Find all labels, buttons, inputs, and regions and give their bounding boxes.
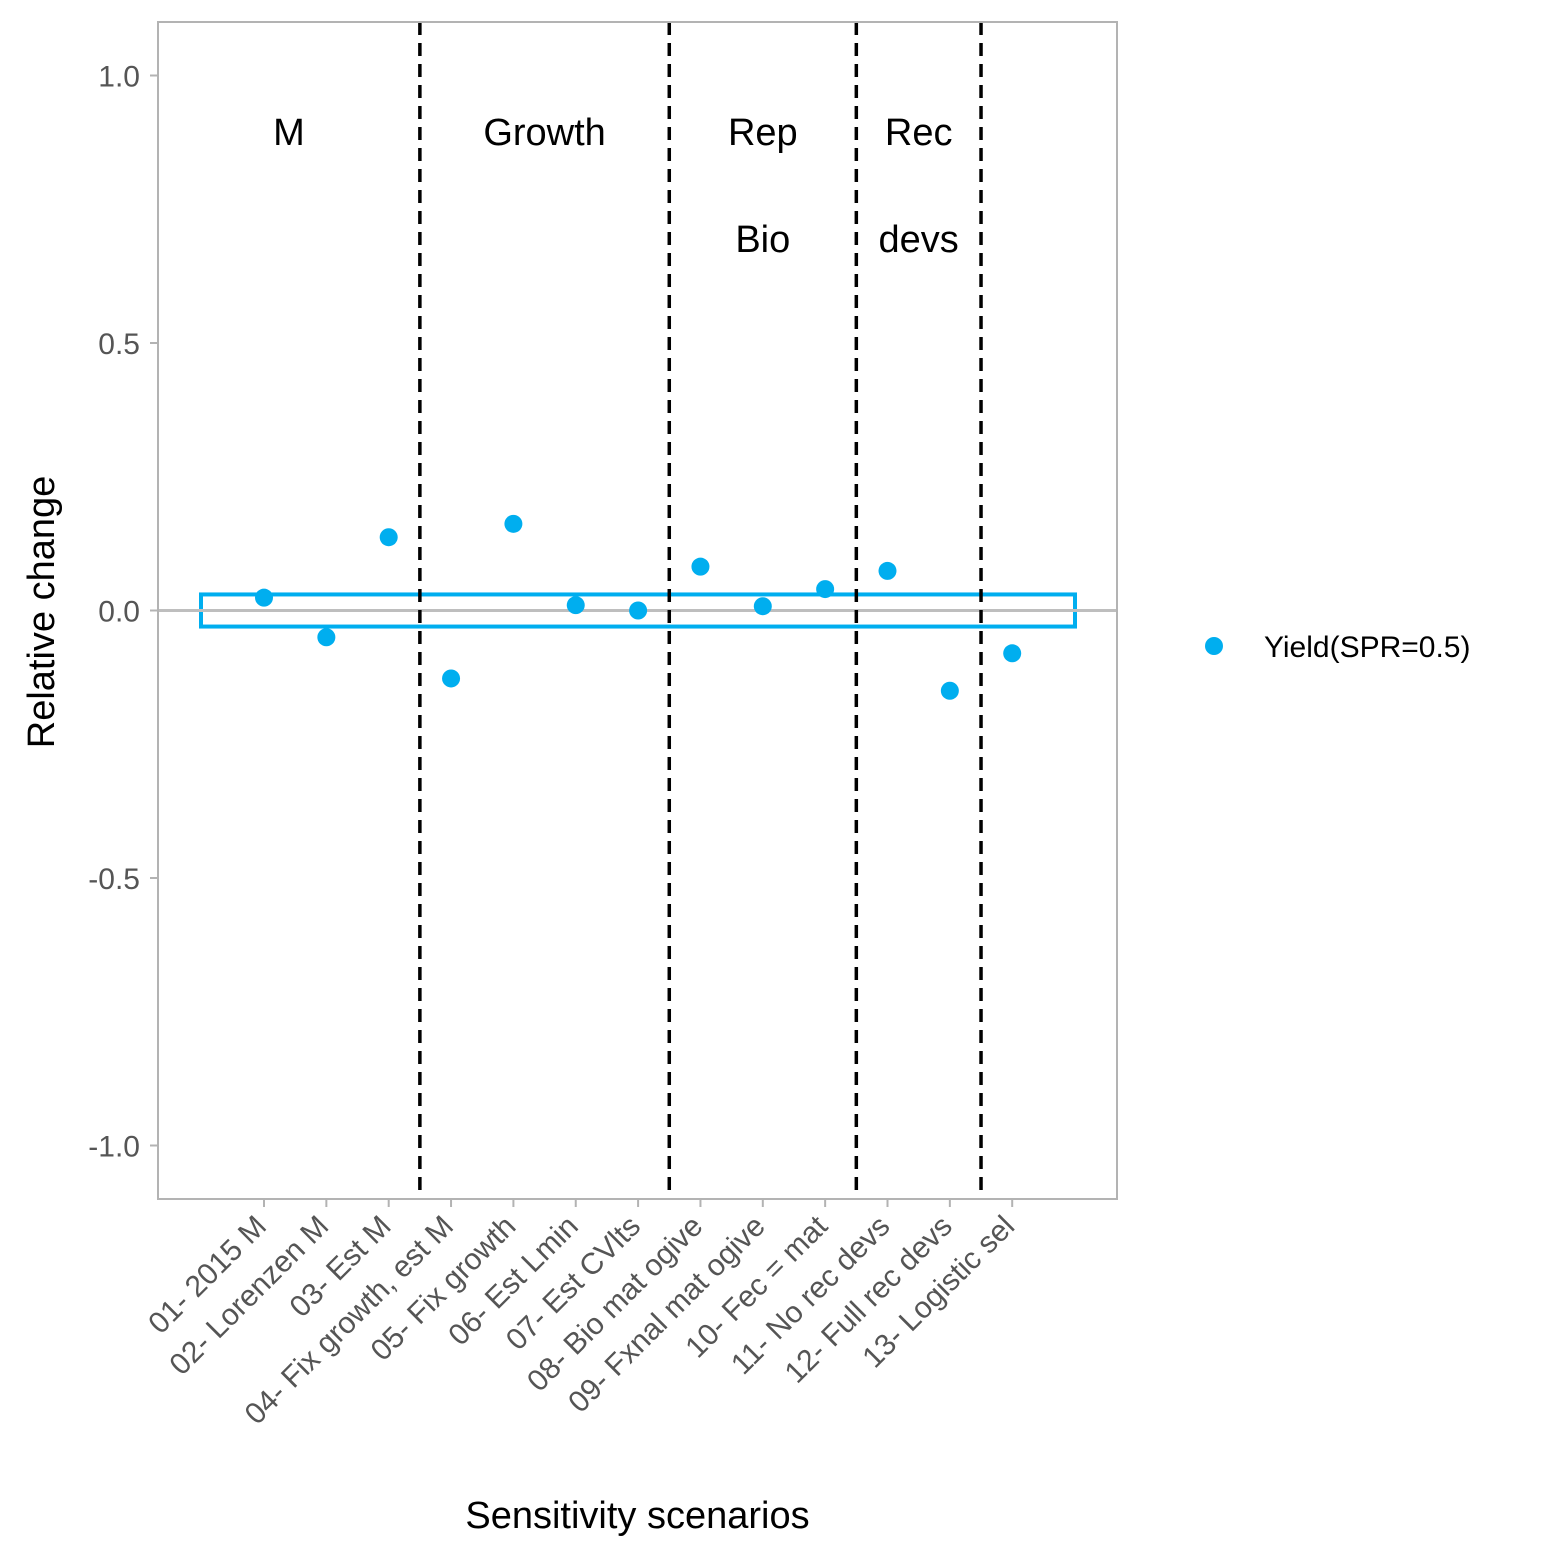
data-point: [504, 514, 523, 533]
group-label: Bio: [735, 219, 790, 261]
data-point: [878, 561, 897, 580]
y-tick-label: 0.5: [98, 328, 140, 361]
x-axis: 01- 2015 M02- Lorenzen M03- Est M04- Fix…: [142, 1199, 1021, 1431]
data-point: [629, 601, 648, 620]
group-label: Rep: [728, 112, 798, 154]
y-tick-label: 0.0: [98, 596, 140, 629]
y-tick-label: -0.5: [88, 863, 140, 896]
group-label: devs: [879, 219, 959, 261]
group-label: Growth: [483, 112, 605, 154]
group-label: M: [273, 112, 305, 154]
y-axis: 1.0 0.5 0.0 -0.5 -1.0: [88, 61, 158, 1164]
data-point: [816, 580, 835, 599]
legend-key: [1205, 637, 1223, 655]
divider-layer: [418, 22, 983, 1199]
data-point: [566, 596, 585, 615]
data-point: [691, 557, 710, 576]
data-point: [255, 588, 273, 607]
data-point: [379, 528, 398, 547]
x-axis-title: Sensitivity scenarios: [465, 1495, 809, 1537]
point-layer: [255, 514, 1022, 700]
data-point: [317, 628, 336, 647]
legend-label: Yield(SPR=0.5): [1264, 631, 1470, 664]
y-axis-title: Relative change: [21, 476, 63, 749]
data-point: [1003, 644, 1022, 663]
group-label: Rec: [885, 112, 953, 154]
data-point: [940, 681, 959, 700]
legend: Yield(SPR=0.5): [1205, 631, 1470, 664]
data-point: [442, 669, 461, 688]
group-label-layer: M Growth Rep Bio Rec devs: [273, 112, 959, 261]
y-tick-label: -1.0: [88, 1131, 140, 1164]
y-tick-label: 1.0: [98, 61, 140, 94]
data-point: [753, 597, 772, 616]
